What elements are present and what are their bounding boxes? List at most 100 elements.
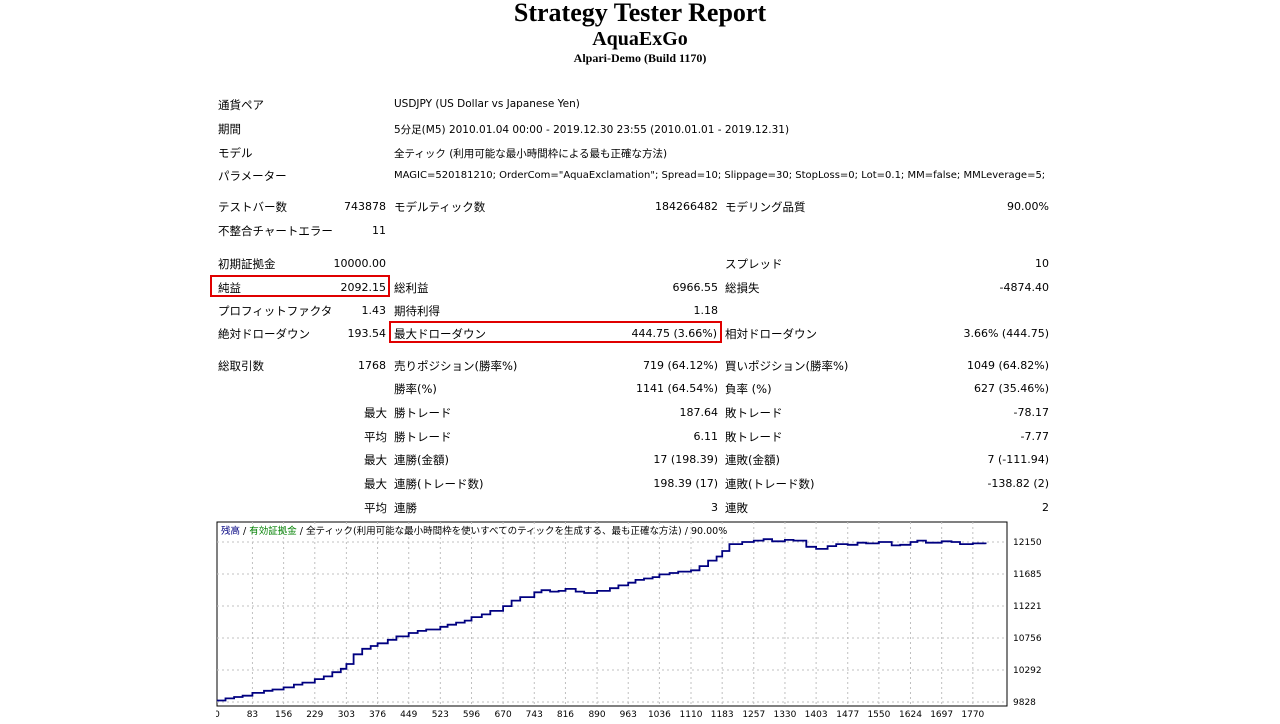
x-tick-label: 1477 (836, 710, 859, 720)
x-tick-label: 890 (588, 710, 605, 720)
x-tick-label: 156 (275, 710, 292, 720)
x-tick-label: 303 (338, 710, 355, 720)
win-rate-label: 勝率(%) (394, 382, 437, 396)
report-title: Strategy Tester Report (513, 0, 767, 27)
x-tick-label: 816 (557, 710, 574, 720)
x-tick-label: 963 (620, 710, 637, 720)
pair-value: USDJPY (US Dollar vs Japanese Yen) (394, 98, 580, 110)
gross-loss-value: -4874.40 (999, 281, 1049, 294)
largest-loss-value: -78.17 (1013, 406, 1049, 419)
pair-label: 通貨ペア (218, 98, 264, 112)
model-ticks-value: 184266482 (655, 200, 718, 213)
max-dd-highlight (389, 321, 722, 343)
y-tick-label: 11685 (1013, 570, 1042, 580)
max-cons-profit-label: 連勝(トレード数) (394, 477, 484, 491)
test-bars-value: 743878 (344, 200, 386, 213)
largest-win-label: 勝トレード (394, 406, 452, 420)
x-tick-label: 1624 (899, 710, 922, 720)
rel-dd-value: 3.66% (444.75) (963, 327, 1049, 340)
x-tick-label: 376 (369, 710, 386, 720)
model-label: モデル (218, 146, 253, 160)
max-cons-lossamt-label: 連敗(トレード数) (725, 477, 815, 491)
largest-win-value: 187.64 (679, 406, 719, 419)
legend-balance: 残高 (221, 525, 240, 537)
avg-win-label: 勝トレード (394, 430, 452, 444)
x-tick-label: 1257 (742, 710, 765, 720)
x-tick-label: 229 (306, 710, 323, 720)
max-cons-win-value: 17 (198.39) (653, 453, 718, 466)
abs-dd-value: 193.54 (347, 327, 387, 340)
model-quality-label: モデリング品質 (725, 200, 806, 214)
max-cons-lossamt-value: -138.82 (2) (987, 477, 1049, 490)
plot-area (216, 521, 1008, 707)
total-trades-value: 1768 (358, 359, 386, 372)
average-label: 平均 (364, 430, 387, 444)
largest-label: 最大 (364, 406, 387, 420)
long-label: 買いポジション(勝率%) (725, 359, 849, 373)
legend-separator-1: / (240, 526, 249, 537)
params-label: パラメーター (218, 169, 287, 183)
profit-factor-label: プロフィットファクタ (218, 304, 333, 318)
legend-model: 全ティック(利用可能な最小時間枠を使いすべてのティックを生成する、最も正確な方法… (306, 525, 682, 537)
balance-chart: 12150 11685 11221 10756 10292 9828 0 83 156 229 3… (214, 520, 1280, 720)
spread-label: スプレッド (725, 257, 783, 271)
max-dd-label: 最大ドローダウン (394, 327, 486, 341)
legend-separator-3: / (682, 526, 691, 537)
x-tick-label: 83 (247, 710, 258, 720)
net-profit-label: 純益 (218, 281, 241, 295)
balance-chart-svg: 12150 11685 11221 10756 10292 9828 0 83 156 229 3… (214, 521, 1042, 720)
x-tick-label: 1036 (648, 710, 671, 720)
model-quality-value: 90.00% (1007, 200, 1049, 213)
y-tick-label: 10292 (1013, 666, 1042, 676)
y-tick-label: 10756 (1013, 634, 1042, 644)
chart-legend: 残高 / 有効証拠金 / 全ティック(利用可能な最小時間枠を使いすべてのティック… (221, 525, 727, 537)
max-cons-label: 最大 (364, 453, 387, 467)
x-tick-label: 1183 (711, 710, 734, 720)
rel-dd-label: 相対ドローダウン (725, 327, 817, 341)
model-value: 全ティック (利用可能な最小時間枠による最も正確な方法) (394, 148, 668, 160)
avg-win-value: 6.11 (693, 430, 719, 443)
max-cons-loss-label: 連敗(金額) (725, 453, 780, 467)
period-value: 5分足(M5) 2010.01.04 00:00 - 2019.12.30 23… (394, 124, 790, 136)
legend-quality: 90.00% (691, 526, 727, 537)
x-tick-label: 1697 (930, 710, 953, 720)
gross-profit-value: 6966.55 (672, 281, 719, 294)
x-tick-label: 523 (432, 710, 449, 720)
avg-cons-win-value: 3 (711, 501, 718, 514)
x-tick-label: 1330 (773, 710, 796, 720)
expected-payoff-value: 1.18 (693, 304, 719, 317)
max-cons-loss-value: 7 (-111.94) (987, 453, 1049, 466)
largest-loss-label: 敗トレード (725, 406, 783, 420)
profit-factor-value: 1.43 (361, 304, 387, 317)
initial-deposit-label: 初期証拠金 (218, 257, 276, 271)
max-cons-win-label: 連勝(金額) (394, 453, 449, 467)
avg-loss-label: 敗トレード (725, 430, 783, 444)
y-tick-label: 12150 (1013, 538, 1042, 548)
balance-line (217, 538, 987, 702)
max-cons2-label: 最大 (364, 477, 387, 491)
spread-value: 10 (1035, 257, 1049, 270)
initial-deposit-value: 10000.00 (333, 257, 387, 270)
net-profit-value: 2092.15 (340, 281, 387, 294)
x-tick-label: 449 (400, 710, 417, 720)
test-bars-label: テストバー数 (218, 200, 287, 214)
period-label: 期間 (218, 122, 241, 136)
x-tick-label: 1403 (805, 710, 828, 720)
loss-rate-value: 627 (35.46%) (973, 382, 1049, 395)
avg-cons-loss-label: 連敗 (725, 501, 748, 515)
x-tick-label: 0 (216, 710, 220, 720)
server-build: Alpari-Demo (Build 1170) (573, 51, 707, 65)
y-axis: 12150 11685 11221 10756 10292 9828 (1013, 538, 1042, 708)
gross-loss-label: 総損失 (725, 281, 760, 295)
legend-equity: 有効証拠金 (249, 525, 297, 537)
short-value: 719 (64.12%) (642, 359, 718, 372)
mismatch-label: 不整合チャートエラー (218, 224, 333, 238)
win-rate-value: 1141 (64.54%) (635, 382, 718, 395)
mismatch-value: 11 (372, 224, 386, 237)
short-label: 売りポジション(勝率%) (394, 359, 518, 373)
net-profit-highlight (210, 275, 390, 297)
total-trades-label: 総取引数 (218, 359, 264, 373)
params-value: MAGIC=520181210; OrderCom="AquaExclamati… (394, 170, 1046, 181)
expected-payoff-label: 期待利得 (394, 304, 440, 318)
x-tick-label: 670 (495, 710, 512, 720)
